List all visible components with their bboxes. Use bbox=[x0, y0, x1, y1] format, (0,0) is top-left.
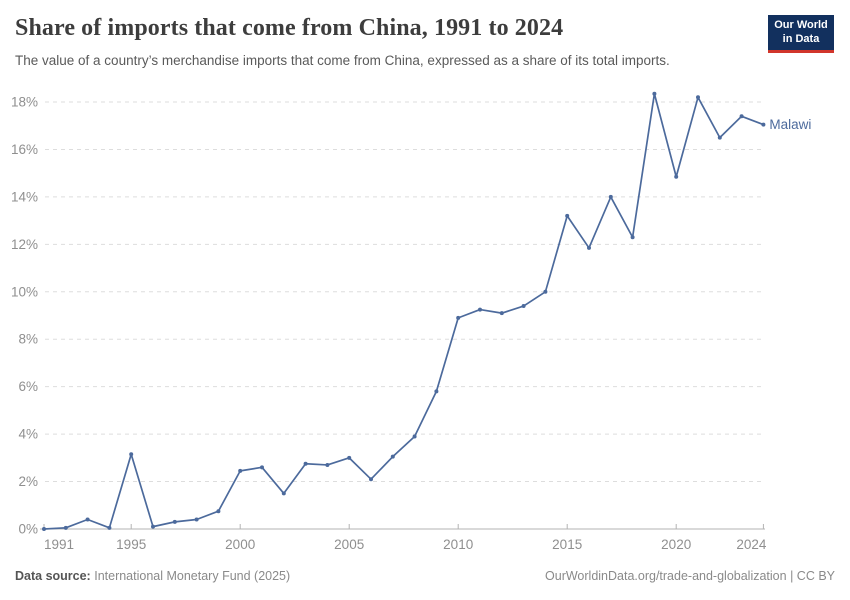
data-point-1992[interactable] bbox=[63, 525, 68, 530]
data-source-value: International Monetary Fund (2025) bbox=[94, 569, 291, 583]
data-point-2012[interactable] bbox=[499, 311, 504, 316]
footer-separator: | bbox=[786, 569, 797, 583]
data-point-2008[interactable] bbox=[412, 434, 417, 439]
data-point-2001[interactable] bbox=[260, 465, 264, 470]
data-point-2017[interactable] bbox=[608, 194, 613, 199]
data-point-2022[interactable] bbox=[717, 135, 722, 140]
data-point-2018[interactable] bbox=[630, 235, 635, 240]
data-point-1999[interactable] bbox=[216, 509, 221, 514]
data-source: Data source: International Monetary Fund… bbox=[15, 569, 290, 583]
data-point-2000[interactable] bbox=[238, 468, 243, 473]
y-axis-label-12%: 12% bbox=[11, 237, 38, 252]
owid-logo-line2: in Data bbox=[782, 32, 820, 45]
x-axis-label-2010: 2010 bbox=[443, 537, 473, 552]
owid-logo-line1: Our World bbox=[774, 19, 828, 31]
y-axis-label-6%: 6% bbox=[18, 379, 38, 394]
y-axis-label-10%: 10% bbox=[11, 284, 38, 299]
data-point-2011[interactable] bbox=[478, 307, 482, 312]
x-axis-label-2020: 2020 bbox=[661, 537, 691, 552]
data-point-2005[interactable] bbox=[347, 455, 352, 460]
x-axis-label-2024: 2024 bbox=[736, 537, 767, 552]
data-point-2015[interactable] bbox=[565, 213, 570, 218]
data-point-1996[interactable] bbox=[151, 524, 155, 529]
data-point-2007[interactable] bbox=[390, 454, 395, 459]
data-point-1991[interactable] bbox=[42, 527, 46, 531]
y-axis-label-18%: 18% bbox=[11, 95, 38, 110]
data-point-2004[interactable] bbox=[325, 462, 330, 467]
owid-logo: Our World in Data bbox=[768, 15, 834, 53]
data-point-2021[interactable] bbox=[696, 95, 700, 100]
data-point-1995[interactable] bbox=[129, 452, 134, 457]
chart-footer: Data source: International Monetary Fund… bbox=[15, 569, 835, 583]
y-axis-label-0%: 0% bbox=[18, 522, 38, 537]
footer-right: OurWorldinData.org/trade-and-globalizati… bbox=[545, 569, 835, 583]
data-point-2013[interactable] bbox=[521, 304, 526, 309]
x-axis-label-2005: 2005 bbox=[334, 537, 364, 552]
x-axis-label-1991: 1991 bbox=[44, 537, 74, 552]
y-axis-label-14%: 14% bbox=[11, 189, 38, 204]
y-axis-label-8%: 8% bbox=[18, 332, 38, 347]
data-point-2020[interactable] bbox=[674, 174, 679, 179]
x-axis-label-2015: 2015 bbox=[552, 537, 582, 552]
x-axis-label-1995: 1995 bbox=[116, 537, 146, 552]
y-axis-label-2%: 2% bbox=[18, 474, 38, 489]
footer-license: CC BY bbox=[796, 569, 835, 583]
data-point-2002[interactable] bbox=[281, 491, 286, 496]
data-source-label: Data source: bbox=[15, 569, 91, 583]
data-point-2023[interactable] bbox=[739, 114, 744, 119]
chart-subtitle: The value of a country’s merchandise imp… bbox=[15, 53, 670, 68]
data-point-2006[interactable] bbox=[369, 477, 373, 482]
data-point-2003[interactable] bbox=[303, 461, 308, 466]
data-point-2014[interactable] bbox=[543, 289, 548, 294]
series-label-malawi[interactable]: Malawi bbox=[769, 117, 811, 132]
series-line-malawi[interactable] bbox=[43, 92, 765, 530]
data-point-2010[interactable] bbox=[456, 315, 461, 320]
data-point-2024[interactable] bbox=[761, 122, 766, 127]
x-axis-label-2000: 2000 bbox=[225, 537, 255, 552]
data-point-2019[interactable] bbox=[652, 91, 657, 96]
data-point-1994[interactable] bbox=[107, 525, 112, 530]
data-point-2016[interactable] bbox=[587, 245, 591, 250]
y-axis-label-4%: 4% bbox=[18, 427, 38, 442]
data-point-1998[interactable] bbox=[194, 517, 199, 522]
data-point-2009[interactable] bbox=[434, 389, 439, 394]
y-axis-label-16%: 16% bbox=[11, 142, 38, 157]
data-point-1993[interactable] bbox=[85, 517, 90, 522]
footer-link[interactable]: OurWorldinData.org/trade-and-globalizati… bbox=[545, 569, 787, 583]
page-title: Share of imports that come from China, 1… bbox=[15, 15, 564, 41]
data-point-1997[interactable] bbox=[172, 519, 177, 524]
